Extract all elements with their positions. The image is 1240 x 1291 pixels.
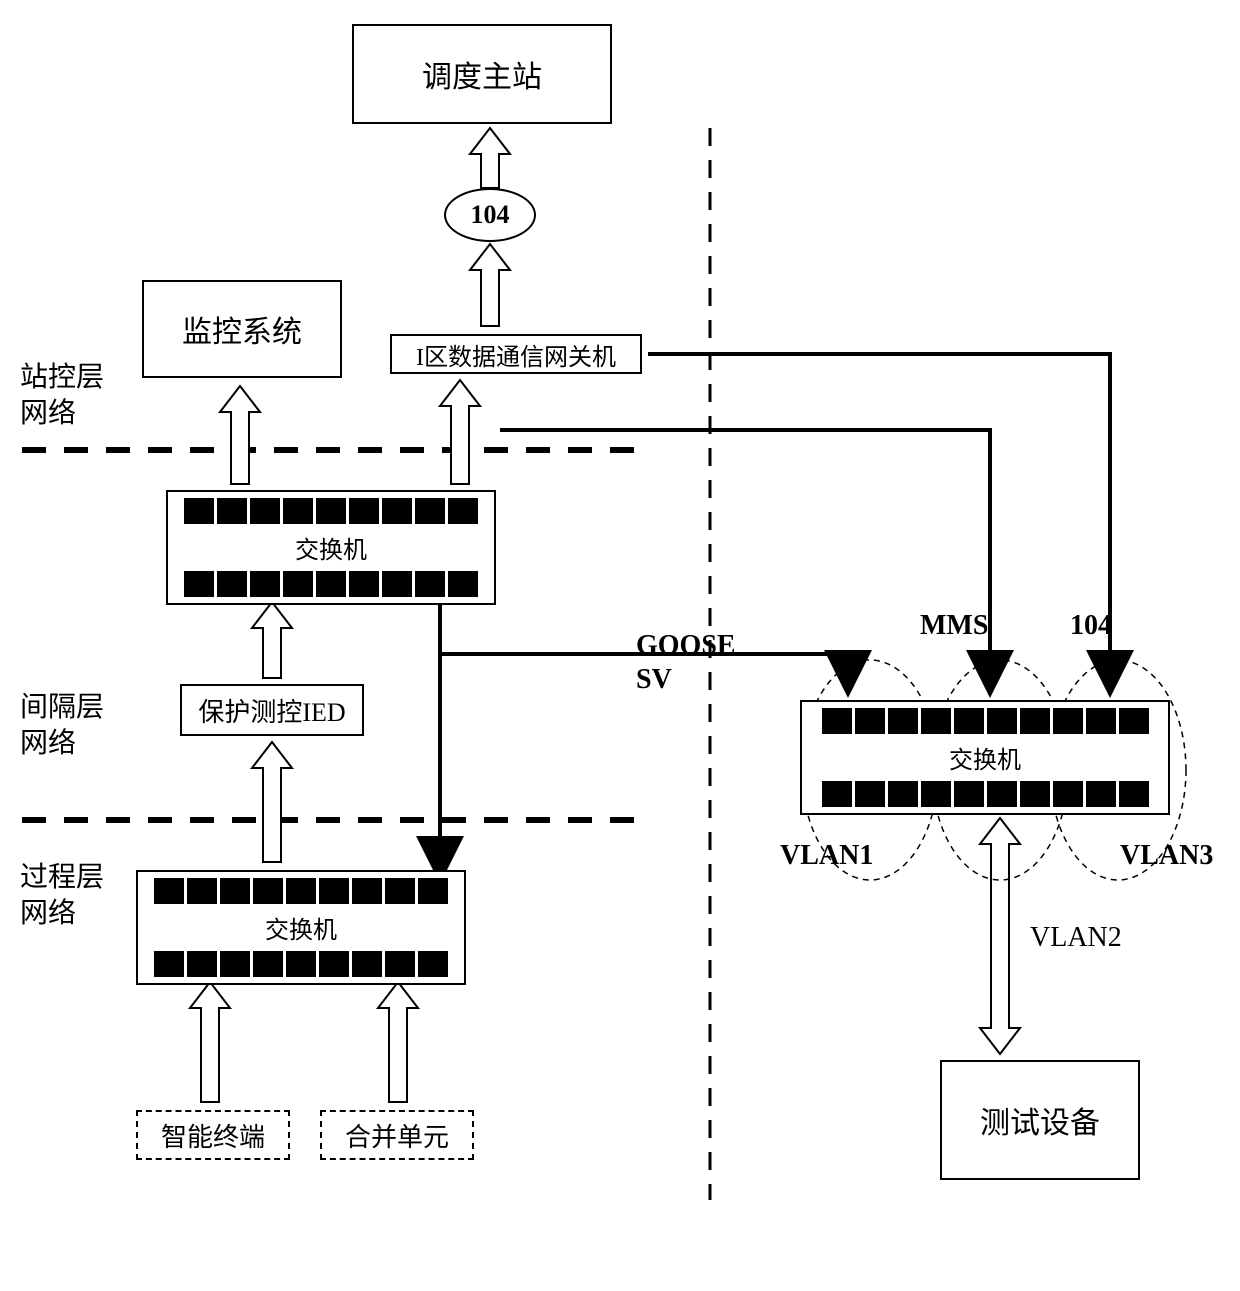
switch-port (184, 571, 214, 597)
switch-port (415, 498, 445, 524)
bay-layer-label: 间隔层网络 (20, 690, 104, 763)
protocol-104-ellipse: 104 (444, 188, 536, 242)
port-row-top (144, 878, 458, 904)
port-row-bottom (144, 951, 458, 977)
switch-label: 交换机 (808, 734, 1162, 781)
gateway-label: I区数据通信网关机 (416, 337, 616, 372)
process-layer-label: 过程层网络 (20, 860, 104, 933)
switch-label: 交换机 (174, 524, 488, 571)
switch-port (187, 951, 217, 977)
gateway-box: I区数据通信网关机 (390, 334, 642, 374)
switch-port (1119, 708, 1149, 734)
port-row-top (808, 708, 1162, 734)
test-device-box: 测试设备 (940, 1060, 1140, 1180)
switch-port (220, 878, 250, 904)
switch-port (418, 951, 448, 977)
switch-port (888, 708, 918, 734)
merge-unit-box: 合并单元 (320, 1110, 474, 1160)
switch-port (319, 951, 349, 977)
switch-port (385, 878, 415, 904)
switch-port (319, 878, 349, 904)
port-row-bottom (174, 571, 488, 597)
switch-port (418, 878, 448, 904)
switch-port (217, 498, 247, 524)
test-device-label: 测试设备 (980, 1098, 1100, 1142)
switch-port (1053, 781, 1083, 807)
switch-port (154, 878, 184, 904)
switch-port (250, 571, 280, 597)
switch-port (184, 498, 214, 524)
switch-port (253, 951, 283, 977)
switch-port (382, 571, 412, 597)
dispatch-master-box: 调度主站 (352, 24, 612, 124)
ied-label: 保护测控IED (198, 692, 345, 729)
switch-port (349, 498, 379, 524)
switch-port (316, 571, 346, 597)
switch-port (283, 498, 313, 524)
vlan3-label: VLAN3 (1120, 840, 1213, 872)
goose-label: GOOSE (636, 630, 736, 662)
switch-port (385, 951, 415, 977)
switch-port (1086, 781, 1116, 807)
switch-port (822, 781, 852, 807)
switch-port (1020, 781, 1050, 807)
port-row-bottom (808, 781, 1162, 807)
smart-terminal-box: 智能终端 (136, 1110, 290, 1160)
switch-port (187, 878, 217, 904)
switch-port (154, 951, 184, 977)
switch-port (987, 781, 1017, 807)
switch-port (253, 878, 283, 904)
vlan1-label: VLAN1 (780, 840, 873, 872)
switch-port (448, 498, 478, 524)
switch-port (855, 708, 885, 734)
vlan2-label: VLAN2 (1030, 920, 1122, 956)
switch-port (352, 878, 382, 904)
mms-label: MMS (920, 610, 988, 642)
switch-port (1053, 708, 1083, 734)
switch-port (286, 951, 316, 977)
monitor-system-label: 监控系统 (182, 307, 302, 351)
test-switch: 交换机 (800, 700, 1170, 815)
switch-label: 交换机 (144, 904, 458, 951)
switch-port (448, 571, 478, 597)
switch-port (283, 571, 313, 597)
switch-port (349, 571, 379, 597)
dispatch-master-label: 调度主站 (422, 52, 542, 96)
switch-port (1020, 708, 1050, 734)
switch-port (220, 951, 250, 977)
merge-unit-label: 合并单元 (345, 1117, 449, 1154)
switch-port (250, 498, 280, 524)
monitor-system-box: 监控系统 (142, 280, 342, 378)
switch-port (921, 781, 951, 807)
switch-port (1086, 708, 1116, 734)
sv-label: SV (636, 664, 672, 696)
switch-port (921, 708, 951, 734)
switch-port (822, 708, 852, 734)
switch-port (954, 708, 984, 734)
switch-port (855, 781, 885, 807)
switch-port (352, 951, 382, 977)
protocol-104-label: 104 (471, 200, 510, 230)
station-layer-label: 站控层网络 (20, 360, 104, 433)
p104-label: 104 (1070, 610, 1112, 642)
switch-port (1119, 781, 1149, 807)
switch-port (888, 781, 918, 807)
switch-port (415, 571, 445, 597)
switch-port (382, 498, 412, 524)
port-row-top (174, 498, 488, 524)
ied-box: 保护测控IED (180, 684, 364, 736)
smart-terminal-label: 智能终端 (161, 1117, 265, 1154)
switch-port (316, 498, 346, 524)
switch-port (217, 571, 247, 597)
switch-port (987, 708, 1017, 734)
switch-port (286, 878, 316, 904)
station-switch: 交换机 (166, 490, 496, 605)
switch-port (954, 781, 984, 807)
process-switch: 交换机 (136, 870, 466, 985)
